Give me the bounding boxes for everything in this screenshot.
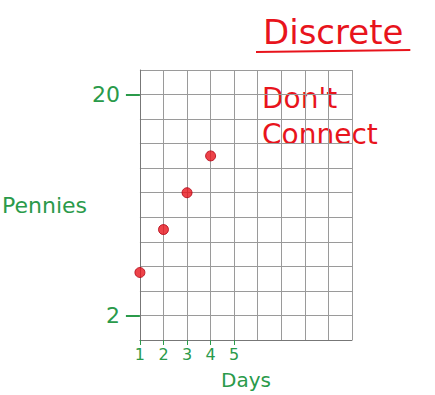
- svg-text:5: 5: [229, 345, 239, 364]
- svg-text:20: 20: [92, 82, 120, 107]
- svg-text:2: 2: [158, 345, 168, 364]
- svg-text:Don't: Don't: [262, 82, 337, 115]
- svg-text:Pennies: Pennies: [2, 193, 87, 218]
- svg-text:2: 2: [106, 303, 120, 328]
- svg-text:Discrete: Discrete: [263, 12, 403, 52]
- svg-text:4: 4: [206, 345, 216, 364]
- svg-text:1: 1: [135, 345, 145, 364]
- svg-text:3: 3: [182, 345, 192, 364]
- svg-text:Connect: Connect: [262, 118, 378, 151]
- svg-text:Days: Days: [221, 368, 271, 392]
